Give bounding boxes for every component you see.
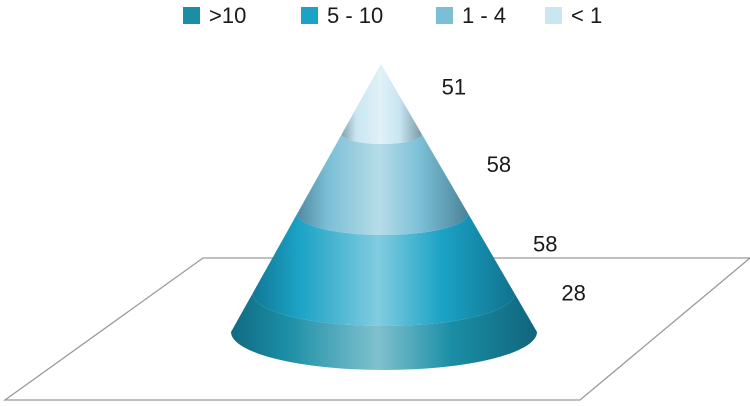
legend-swatch [436, 7, 453, 24]
legend-swatch [301, 7, 318, 24]
chart-floor [2, 257, 750, 401]
data-label: 58 [533, 232, 557, 257]
cone [231, 64, 537, 370]
legend-swatch [545, 7, 562, 24]
legend-swatch [183, 7, 200, 24]
cone-segment [231, 293, 537, 370]
legend: >10 5 - 10 1 - 4 < 1 [183, 3, 602, 28]
cone-segment [341, 64, 422, 145]
data-label: 28 [561, 280, 585, 305]
data-label: 51 [442, 75, 466, 100]
legend-label: >10 [209, 3, 246, 28]
legend-label: 5 - 10 [327, 3, 383, 28]
cone-segment [252, 213, 515, 327]
data-label: 58 [487, 152, 511, 177]
legend-label: < 1 [571, 3, 602, 28]
legend-label: 1 - 4 [462, 3, 506, 28]
cone-segment [297, 134, 469, 236]
